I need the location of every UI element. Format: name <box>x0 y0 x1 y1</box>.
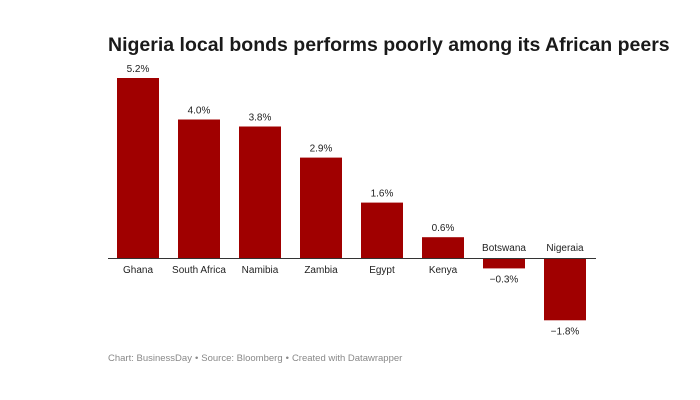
category-label-namibia: Namibia <box>242 265 279 276</box>
bar-south-africa <box>178 119 220 258</box>
value-label-botswana: −0.3% <box>490 274 519 285</box>
footer-source: Source: Bloomberg <box>201 353 283 364</box>
category-label-south-africa: South Africa <box>172 265 226 276</box>
value-label-kenya: 0.6% <box>432 223 455 234</box>
category-label-egypt: Egypt <box>369 265 395 276</box>
value-label-zambia: 2.9% <box>310 144 333 155</box>
bar-botswana <box>483 258 525 269</box>
value-label-south-africa: 4.0% <box>188 106 211 117</box>
bar-ghana <box>117 78 159 258</box>
category-label-kenya: Kenya <box>429 265 458 276</box>
footer-created-with: Created with Datawrapper <box>291 353 403 364</box>
footer-separator: • <box>194 353 199 364</box>
value-label-ghana: 5.2% <box>127 64 150 75</box>
bar-egypt <box>361 202 403 258</box>
chart-footer: Chart: BusinessDay • Source: Bloomberg • Cre… <box>108 353 402 364</box>
bar-kenya <box>422 237 464 258</box>
category-label-botswana: Botswana <box>482 243 526 254</box>
category-label-nigeraia: Nigeraia <box>546 243 584 254</box>
value-label-namibia: 3.8% <box>249 113 272 124</box>
chart-title: Nigeria local bonds performs poorly amon… <box>108 34 670 56</box>
category-label-ghana: Ghana <box>123 265 153 276</box>
bar-nigeraia <box>544 258 586 321</box>
bar-zambia <box>300 157 342 258</box>
category-label-zambia: Zambia <box>304 265 338 276</box>
footer-separator: • <box>285 353 289 364</box>
bar-namibia <box>239 126 281 258</box>
value-label-egypt: 1.6% <box>371 189 394 200</box>
value-label-nigeraia: −1.8% <box>551 326 580 337</box>
footer-chart-credit: Chart: BusinessDay <box>108 353 192 364</box>
